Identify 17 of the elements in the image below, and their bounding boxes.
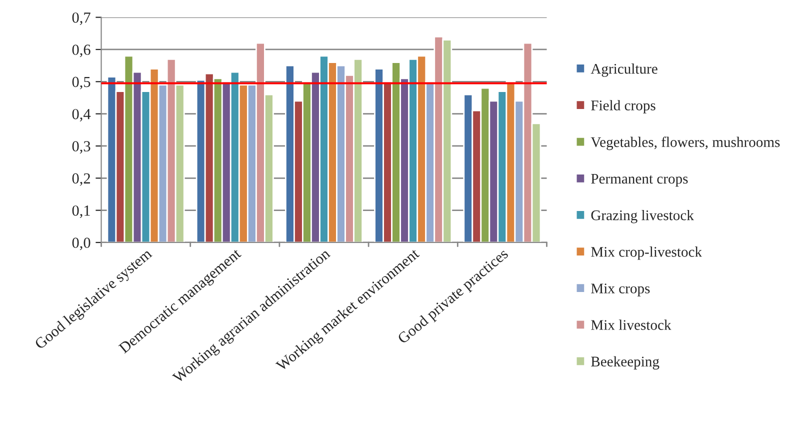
- legend-label: Permanent crops: [591, 174, 688, 187]
- legend-label: Mix crop-livestock: [591, 246, 702, 260]
- y-tick-label: 0,1: [72, 205, 90, 218]
- legend-label: Grazing livestock: [591, 210, 694, 224]
- y-tick-label: 0,7: [72, 12, 90, 25]
- y-tick-label: 0,2: [72, 173, 90, 186]
- legend-label: Agriculture: [590, 63, 658, 77]
- legend-label: Field crops: [591, 100, 656, 114]
- y-tick-label: 0,0: [72, 238, 90, 250]
- legend-label: Mix livestock: [591, 320, 672, 330]
- y-tick-label: 0,3: [72, 141, 90, 154]
- y-tick-label: 0,4: [72, 108, 91, 122]
- y-tick-label: 0,6: [72, 44, 90, 58]
- legend-label: Mix crops: [591, 284, 650, 296]
- legend-label: Vegetables, flowers, mushrooms: [590, 136, 780, 150]
- y-tick-label: 0,5: [72, 76, 90, 90]
- legend-label: Beekeeping: [591, 356, 660, 370]
